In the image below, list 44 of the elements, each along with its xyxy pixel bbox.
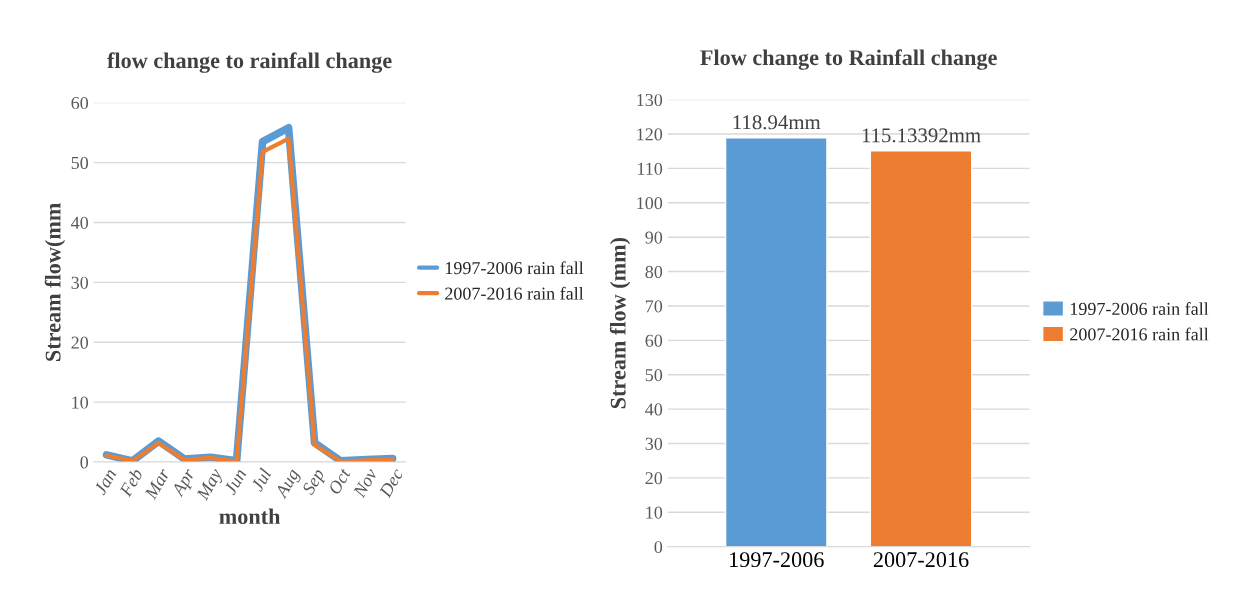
y-tick-label: 30 [645, 437, 663, 450]
data-label: 115.13392mm [862, 128, 981, 143]
y-tick-label: 10 [646, 506, 663, 519]
x-tick-label: Sep [301, 467, 328, 498]
x-tick-label: Apr [170, 468, 196, 498]
y-tick-label: 0 [80, 456, 89, 469]
y-tick-label: 130 [637, 93, 663, 107]
x-axis-title: month [219, 508, 281, 525]
y-tick-label: 10 [72, 396, 89, 409]
y-tick-label: 60 [71, 96, 89, 110]
y-tick-label: 50 [645, 368, 663, 382]
x-tick-label: Nov [352, 467, 378, 499]
y-tick-label: 100 [637, 197, 663, 210]
data-label: 118.94mm [733, 115, 821, 130]
y-tick-label: 80 [645, 265, 663, 279]
y-tick-label: 120 [637, 128, 663, 141]
y-axis-title: Stream flow (mm) [609, 237, 631, 409]
legend-label: 1997-2006 rain fall [1070, 302, 1209, 315]
y-tick-label: 40 [645, 403, 663, 416]
y-tick-label: 70 [645, 300, 663, 313]
x-tick-label: Feb [118, 467, 144, 498]
y-tick-label: 0 [654, 540, 663, 554]
y-tick-label: 20 [71, 336, 89, 349]
x-tick-label: Aug [274, 467, 303, 502]
y-tick-label: 110 [638, 162, 663, 175]
y-axis-title: Stream flow(mm [44, 203, 66, 361]
chart-title: flow change to rainfall change [107, 52, 392, 73]
y-tick-label: 20 [645, 472, 663, 485]
y-tick-label: 90 [645, 231, 663, 244]
legend-label: 1997-2006 rain fall [445, 261, 584, 275]
x-tick-label: Dec [378, 467, 404, 499]
x-tick-label: Jun [223, 467, 247, 496]
x-tick-label: Jul [250, 467, 272, 493]
x-tick-label: 1997-2006 [730, 552, 824, 568]
y-tick-label: 40 [71, 216, 89, 229]
y-tick-label: 30 [71, 276, 89, 289]
legend-label: 2007-2016 rain fall [1070, 327, 1209, 341]
chart-title: Flow change to Rainfall change [700, 49, 997, 70]
y-tick-label: 60 [645, 334, 663, 347]
x-tick-label: Jan [93, 467, 117, 496]
y-tick-label: 50 [71, 156, 89, 170]
x-tick-label: Oct [327, 466, 352, 496]
legend-label: 2007-2016 rain fall [445, 286, 584, 300]
x-tick-label: 2007-2016 [873, 552, 969, 568]
